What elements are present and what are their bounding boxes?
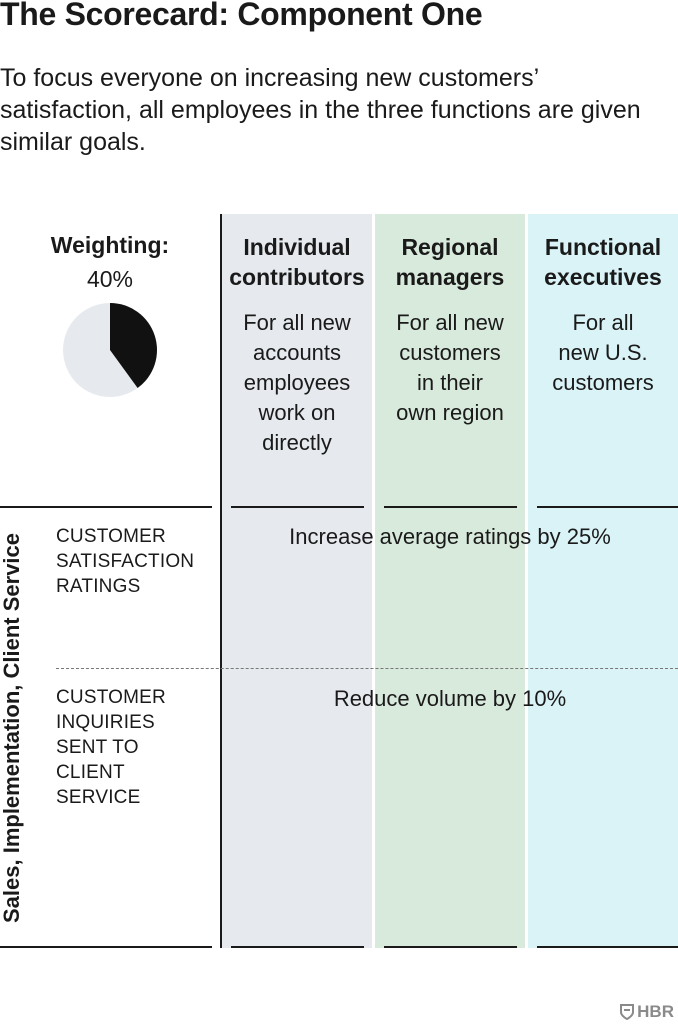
column-description-functional-executives: For all new U.S. customers	[528, 308, 678, 398]
heading-line: Regional	[401, 234, 499, 260]
description-line: work on	[258, 400, 336, 425]
page-subtitle: To focus everyone on increasing new cust…	[0, 64, 641, 156]
description-line: For all	[572, 310, 634, 335]
pie-share-slice	[110, 303, 157, 389]
header-rule	[384, 506, 517, 508]
heading-line: contributors	[229, 264, 365, 290]
metric-line: SERVICE	[56, 787, 141, 808]
column-heading-individual-contributors: Individual contributors	[222, 232, 372, 292]
footer-rule	[231, 946, 364, 948]
heading-line: managers	[395, 264, 505, 290]
goal-increase-ratings: Increase average ratings by 25%	[222, 523, 678, 551]
metric-line: CLIENT	[56, 762, 125, 783]
metric-line: CUSTOMER	[56, 526, 166, 547]
description-line: directly	[262, 430, 332, 455]
description-line: customers	[552, 370, 654, 395]
description-line: customers	[399, 340, 501, 365]
weighting-value: 40%	[86, 266, 134, 292]
column-heading-regional-managers: Regional managers	[375, 232, 525, 292]
column-description-individual-contributors: For all new accounts employees work on d…	[222, 308, 372, 458]
description-line: For all new	[243, 310, 351, 335]
goal-text: Reduce volume by 10%	[333, 686, 567, 711]
description-line: accounts	[252, 340, 342, 365]
heading-line: Functional	[544, 234, 662, 260]
metric-customer-inquiries: CUSTOMER INQUIRIES SENT TO CLIENT SERVIC…	[56, 685, 216, 810]
hbr-shield-icon	[620, 1004, 635, 1020]
column-regional-managers-bg	[375, 214, 525, 948]
description-line: in their	[416, 370, 484, 395]
side-label-text: Sales, Implementation, Client Service	[0, 532, 24, 924]
row-separator	[56, 668, 678, 669]
header-rule	[0, 506, 212, 508]
weighting-label: Weighting:	[50, 232, 170, 258]
description-line: employees	[243, 370, 351, 395]
column-functional-executives-bg	[528, 214, 678, 948]
brand-logo: HBR	[620, 1002, 674, 1022]
weighting-pie-chart	[63, 303, 157, 397]
heading-line: executives	[544, 264, 662, 290]
heading-line: Individual	[243, 234, 351, 260]
column-individual-contributors-bg	[222, 214, 372, 948]
description-line: new U.S.	[558, 340, 648, 365]
goal-text: Increase average ratings by 25%	[289, 524, 611, 549]
column-description-regional-managers: For all new customers in their own regio…	[375, 308, 525, 428]
vertical-divider	[220, 214, 222, 948]
metric-line: CUSTOMER	[56, 687, 166, 708]
goal-reduce-volume: Reduce volume by 10%	[222, 685, 678, 713]
footer-rule	[384, 946, 517, 948]
metric-line: SATISFACTION	[56, 551, 195, 572]
header-rule	[537, 506, 678, 508]
metric-customer-satisfaction-ratings: CUSTOMER SATISFACTION RATINGS	[56, 524, 216, 599]
description-line: For all new	[396, 310, 504, 335]
footer-rule	[0, 946, 212, 948]
page-title: The Scorecard: Component One	[0, 0, 483, 32]
metric-line: RATINGS	[56, 576, 141, 597]
description-line: own region	[396, 400, 504, 425]
header-rule	[231, 506, 364, 508]
brand-name: HBR	[637, 1002, 674, 1021]
footer-rule	[537, 946, 678, 948]
column-heading-functional-executives: Functional executives	[528, 232, 678, 292]
metric-line: INQUIRIES	[56, 712, 155, 733]
metric-line: SENT TO	[56, 737, 139, 758]
